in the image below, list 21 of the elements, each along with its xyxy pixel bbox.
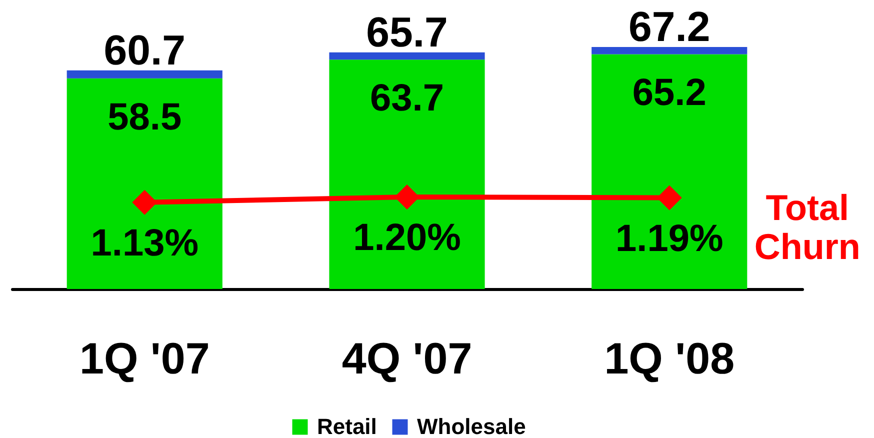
bar bbox=[592, 54, 748, 289]
bar bbox=[66, 78, 222, 289]
total-label: 65.7 bbox=[366, 8, 448, 56]
x-tick-label: 4Q '07 bbox=[342, 334, 472, 384]
bar bbox=[329, 52, 485, 60]
data-label: 1.19% bbox=[615, 218, 724, 260]
data-label: 1.13% bbox=[90, 222, 199, 264]
data-label: 1.20% bbox=[353, 217, 461, 259]
bar bbox=[329, 60, 485, 289]
legend-label: Retail bbox=[317, 414, 377, 438]
total-label: 67.2 bbox=[628, 3, 710, 50]
bar bbox=[66, 70, 222, 78]
legend-label: Wholesale bbox=[417, 414, 526, 438]
data-label: 58.5 bbox=[108, 96, 182, 138]
x-tick-label: 1Q '08 bbox=[604, 334, 735, 384]
total-label: 60.7 bbox=[104, 26, 186, 74]
x-tick-label: 1Q '07 bbox=[79, 334, 210, 384]
data-label: 65.2 bbox=[632, 72, 706, 114]
bar bbox=[592, 47, 748, 54]
data-label: 63.7 bbox=[370, 78, 444, 120]
text: Total Churn bbox=[754, 186, 860, 267]
